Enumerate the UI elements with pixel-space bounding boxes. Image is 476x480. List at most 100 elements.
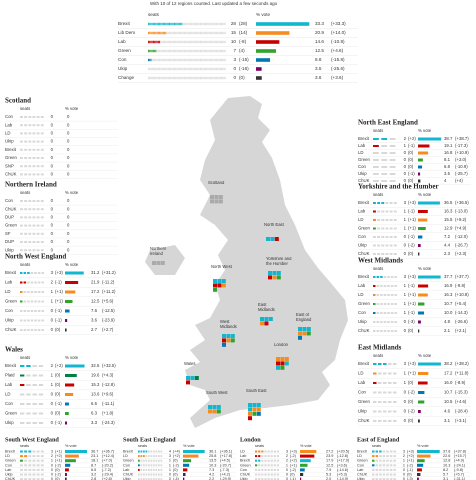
seat-dot (23, 310, 27, 312)
seat-dot (26, 403, 31, 405)
vote: 16.3 (444, 292, 453, 297)
vote: 0 (67, 122, 70, 127)
vote: 0 (67, 163, 70, 168)
vote: 4.6 (444, 409, 451, 414)
seat-dot (376, 294, 380, 296)
seat-dot (373, 303, 376, 305)
seat-dot (386, 478, 389, 480)
seat-dot (255, 455, 258, 458)
seat-dot (381, 173, 388, 175)
vote-change: (+3.6) (337, 463, 348, 467)
vote: 38.2 (444, 361, 453, 366)
vote: 15.3 (91, 382, 100, 387)
map-seat (274, 237, 279, 241)
seat-dot (204, 58, 206, 62)
seat-dot (166, 76, 168, 80)
party-label: Ukip (358, 243, 367, 248)
vote-bar (65, 473, 67, 476)
seat-dot (202, 67, 204, 71)
party-label: Con (240, 468, 247, 472)
map-label-box: London (274, 343, 288, 347)
seats: 1 (404, 310, 407, 315)
party-label: ChUK (358, 251, 370, 256)
seats: 1 (404, 301, 407, 306)
vote-change: (+9.6) (102, 392, 114, 397)
seat-dot (193, 40, 195, 44)
vote-bar (65, 463, 71, 467)
seat-dot (27, 272, 30, 274)
seat-dot (148, 459, 150, 462)
seat-dot (393, 382, 397, 384)
seat-dot (389, 473, 393, 476)
seat-dot (255, 464, 258, 467)
seats: 0 (51, 172, 54, 177)
seat-dot (373, 321, 376, 323)
vote-bar (65, 364, 85, 368)
map-seat (284, 357, 289, 361)
seat-dot (169, 76, 170, 80)
vote-bar (300, 450, 317, 453)
vote-change: (+32.5) (102, 363, 116, 368)
seats: 1 (51, 299, 54, 304)
seat-dot (195, 76, 196, 80)
seat-dot (276, 455, 280, 458)
vote-change: (-24.1) (454, 463, 466, 467)
seat-dot (381, 227, 385, 230)
vote-bar (256, 67, 262, 71)
map-label: West Midlands (220, 320, 237, 329)
seat-dot (178, 22, 180, 26)
region-title: South West England (5, 436, 59, 443)
vote-bar (418, 144, 430, 148)
seat-dot (172, 76, 174, 80)
seat-dot (212, 76, 214, 80)
seat-dot (385, 236, 389, 238)
map-seat (212, 405, 217, 409)
vote: 2.0 (326, 477, 331, 480)
seat-dot (214, 49, 216, 53)
seat-dot (273, 455, 276, 458)
seat-dot (188, 58, 190, 62)
seat-dot (270, 455, 273, 458)
map-seat (216, 405, 221, 409)
seat-dot (32, 148, 36, 151)
seat-change: (28) (239, 21, 248, 26)
seats: 0 (51, 239, 54, 244)
header-seats: seats (20, 106, 30, 111)
party-label: LD (123, 454, 128, 458)
seat-dot (166, 40, 168, 44)
map-seat (270, 237, 275, 241)
seat-dot (264, 459, 267, 462)
seat-change: (0) (290, 473, 295, 477)
seat-dot (383, 294, 387, 296)
seat-dot (150, 31, 152, 35)
vote-change: (+4.6) (331, 48, 344, 53)
seat-dot (161, 49, 163, 53)
seat-dot (188, 49, 190, 53)
seat-dot (161, 22, 163, 26)
vote: 27.2 (326, 450, 333, 454)
seat-dot (190, 58, 192, 62)
vote: 25.8 (209, 454, 216, 458)
map-seat (268, 275, 272, 280)
seat-dot (201, 49, 203, 53)
seat-dot (175, 49, 177, 53)
seat-dot (152, 58, 154, 62)
vote: 19.1 (444, 143, 453, 148)
seat-dot (261, 450, 264, 453)
seats: 1 (169, 463, 171, 467)
vote-bar (183, 459, 192, 463)
party-label: Brexit (118, 21, 130, 26)
seat-dot (36, 464, 40, 467)
vote: 17.2 (444, 371, 453, 376)
seat-dot (165, 76, 167, 80)
seats: 0 (51, 392, 54, 397)
seat-dot (26, 374, 31, 377)
party-label: LD (357, 454, 362, 458)
seat-dot (28, 459, 32, 462)
seat-dot (214, 67, 216, 71)
vote-bar (417, 468, 422, 472)
seat-dot (273, 450, 276, 453)
seat-dot (24, 464, 28, 467)
seat-change: (+1) (408, 301, 416, 306)
seat-dot (153, 468, 155, 471)
